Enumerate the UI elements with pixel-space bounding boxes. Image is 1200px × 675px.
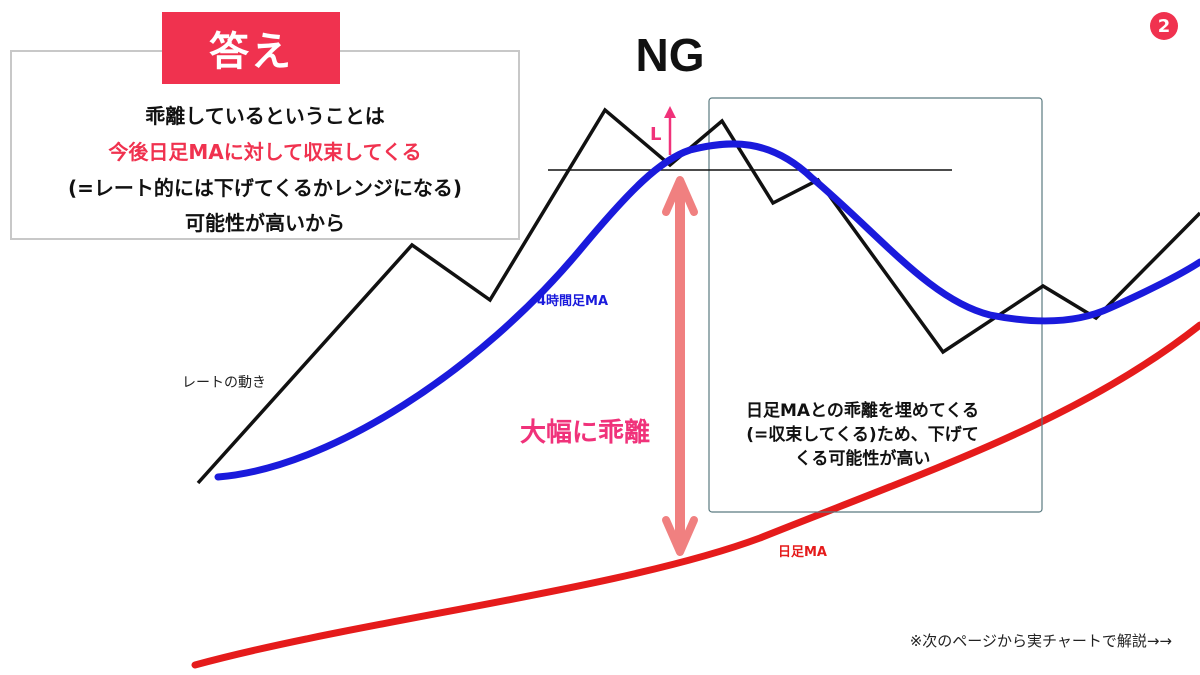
answer-line-2: 今後日足MAに対して収束してくる — [108, 140, 422, 164]
ma-4h-curve — [214, 140, 1200, 481]
box-note-line-3: くる可能性が高い — [794, 449, 931, 469]
daily-ma-label: 日足MA — [778, 545, 827, 560]
answer-line-1: 乖離しているということは — [145, 104, 385, 128]
convergence-box — [708, 97, 1043, 513]
ng-verdict: NG — [635, 29, 705, 81]
box-note-line-1: 日足MAとの乖離を埋めてくる — [745, 401, 980, 421]
deviation-double-arrow — [662, 176, 698, 556]
deviation-label: 大幅に乖離 — [520, 418, 651, 448]
daily-ma-curve — [191, 321, 1200, 669]
rate-line-label: レートの動き — [182, 375, 266, 391]
answer-line-3: (=レート的には下げてくるかレンジになる) — [67, 176, 463, 200]
answer-line-4: 可能性が高いから — [185, 211, 345, 235]
l-marker-label: L — [650, 124, 662, 145]
rate-line — [196, 107, 1200, 485]
up-arrow-icon — [664, 106, 676, 155]
box-note-line-2: (=収束してくる)ため、下げて — [746, 425, 979, 445]
answer-tag: 答え — [162, 12, 340, 84]
footer-note: ※次のページから実チャートで解説→→ — [909, 632, 1172, 650]
page-number-badge: 2 — [1150, 12, 1178, 40]
ma-4h-label: 4時間足MA — [537, 294, 609, 309]
